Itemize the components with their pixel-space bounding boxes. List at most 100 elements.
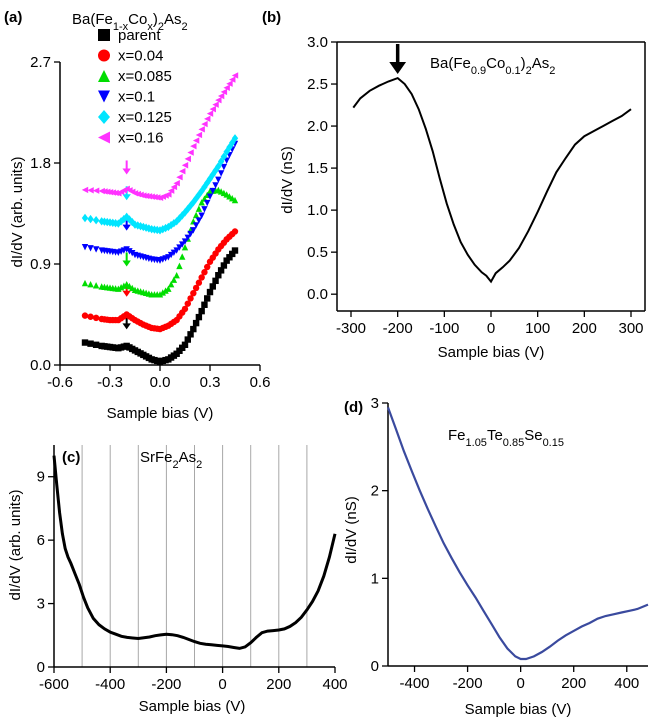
legend-label: x=0.16 (118, 130, 163, 147)
legend-marker (98, 110, 110, 124)
x-tick-label: -100 (429, 320, 459, 337)
data-point (165, 285, 172, 292)
data-point (209, 187, 216, 195)
data-point (187, 295, 194, 302)
data-point (192, 211, 200, 219)
data-point (181, 208, 189, 217)
data-point (87, 187, 94, 194)
y-tick-label: 0.5 (307, 244, 328, 261)
x-tick-label: 0 (487, 320, 495, 337)
data-point (215, 96, 222, 104)
data-point (92, 282, 100, 289)
x-tick-label: -600 (39, 676, 69, 693)
panel-d-annotation: Fe1.05Te0.85Se0.15 (448, 427, 564, 449)
data-point (151, 193, 158, 201)
data-point (187, 230, 194, 238)
x-tick-label: 0.6 (250, 374, 271, 391)
data-point (81, 339, 89, 346)
data-point (81, 279, 89, 287)
y-tick-label: 1 (371, 570, 379, 587)
data-point (195, 313, 203, 321)
data-point (106, 188, 114, 196)
data-point (181, 305, 189, 313)
data-point (206, 110, 214, 117)
x-tick-label: 0.3 (200, 374, 221, 391)
data-point (220, 262, 228, 269)
data-point (173, 272, 180, 279)
x-tick-label: -0.3 (97, 374, 123, 391)
series-x=0.16 (81, 72, 239, 201)
data-point (212, 101, 219, 108)
data-point (198, 199, 205, 206)
data-point (231, 247, 239, 254)
legend-marker (98, 70, 110, 82)
data-point (190, 142, 197, 150)
data-point (231, 72, 239, 79)
data-point (198, 212, 205, 219)
data-point (220, 152, 228, 161)
y-tick-label: 3.0 (307, 34, 328, 51)
data-point (217, 267, 225, 274)
y-tick-label: 3 (371, 395, 379, 412)
panel-a-legend: parent x=0.04 x=0.085 x=0.1 x=0.125 x=0.16 (98, 27, 172, 147)
data-point (229, 250, 236, 258)
data-point (140, 192, 147, 199)
data-point (173, 180, 180, 187)
data-point (92, 341, 100, 348)
legend-marker (98, 49, 110, 62)
panel-a-plot: -0.6 -0.3 0.0 0.3 0.6 0.0 0.9 1.8 2.7 (30, 54, 270, 391)
panel-b: (b) -300 -200 -100 0 100 200 300 0.0 0.5 1.0 1.5 2.… (262, 9, 646, 361)
x-tick-label: 400 (614, 675, 639, 692)
data-point (181, 162, 189, 169)
data-point (156, 226, 164, 235)
data-point (184, 336, 191, 343)
data-point (165, 191, 172, 198)
panel-a-label: (a) (4, 9, 22, 26)
data-point (92, 187, 100, 194)
data-point (181, 238, 189, 245)
data-point (220, 88, 228, 96)
y-tick-label: 2.0 (307, 118, 328, 135)
data-point (204, 199, 211, 207)
data-point (192, 194, 200, 203)
data-point (195, 190, 203, 199)
x-tick-label: -400 (95, 676, 125, 693)
series-x=0.1 (81, 140, 239, 264)
panel-c-annotation: SrFe2As2 (140, 449, 202, 471)
data-point (204, 115, 211, 123)
gap-arrow-head (389, 62, 407, 74)
data-point (187, 149, 194, 156)
data-point (204, 263, 211, 271)
data-point (104, 188, 111, 196)
panel-d-ylabel: dI/dV (nS) (343, 496, 360, 564)
data-point (145, 224, 153, 233)
data-point (145, 193, 153, 200)
feature-arrow-head (122, 194, 131, 201)
y-tick-label: 0.0 (30, 357, 51, 374)
data-line (352, 76, 632, 284)
x-tick-label: 0 (516, 675, 524, 692)
panel-c-plot: -600 -400 -200 0 200 400 0 3 6 9 (37, 445, 348, 693)
data-point (201, 120, 208, 128)
panel-c: (c) -600 -400 -200 0 200 400 0 3 6 9 SrFe2As2 Sam… (7, 445, 348, 715)
legend-marker (98, 29, 110, 41)
data-point (201, 301, 208, 308)
panel-b-xlabel: Sample bias (V) (438, 344, 545, 361)
y-tick-label: 1.8 (30, 155, 51, 172)
data-point (229, 76, 236, 83)
panel-a-ylabel: dI/dV (arb. units) (9, 157, 26, 268)
data-point (192, 284, 200, 292)
data-point (87, 214, 94, 224)
x-tick-label: 0.0 (150, 374, 171, 391)
data-point (212, 277, 219, 285)
data-point (87, 281, 94, 288)
data-point (204, 295, 211, 302)
panel-b-plot: -300 -200 -100 0 100 200 300 0.0 0.5 1.0 1.5 2.0 2.5… (307, 34, 646, 337)
x-tick-label: 100 (525, 320, 550, 337)
data-point (87, 340, 94, 347)
x-tick-label: 400 (322, 676, 347, 693)
data-point (215, 272, 222, 279)
x-tick-label: -400 (400, 675, 430, 692)
data-point (231, 134, 239, 143)
data-point (201, 269, 208, 276)
